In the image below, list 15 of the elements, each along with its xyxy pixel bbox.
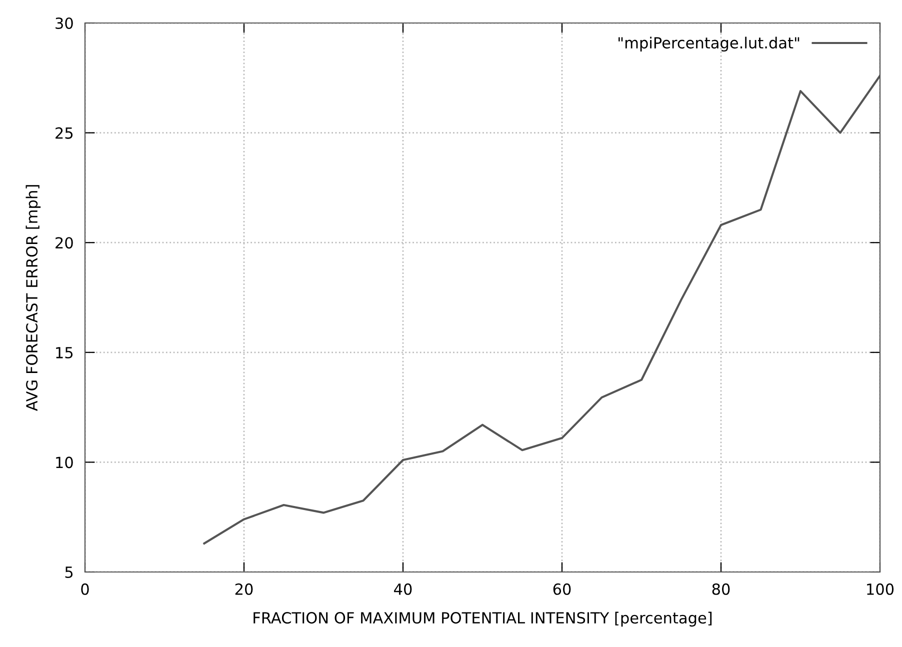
y-tick-label: 5: [65, 566, 73, 578]
legend-label: "mpiPercentage.lut.dat": [618, 36, 800, 52]
x-tick-label: 100: [867, 583, 894, 595]
y-tick-label: 10: [56, 456, 73, 468]
x-tick-label: 20: [235, 583, 253, 595]
y-tick-label: 30: [56, 17, 73, 30]
x-tick-label: 40: [394, 583, 412, 595]
y-tick-label: 15: [56, 347, 73, 358]
y-axis-title: AVG FORECAST ERROR [mph]: [26, 185, 41, 412]
x-tick-label: 0: [81, 583, 89, 595]
x-axis-title: FRACTION OF MAXIMUM POTENTIAL INTENSITY [percentage]: [254, 612, 712, 627]
y-tick-label: 25: [56, 127, 73, 139]
x-tick-label: 60: [553, 583, 571, 595]
y-tick-label: 20: [56, 237, 73, 249]
x-tick-label: 80: [712, 583, 730, 595]
